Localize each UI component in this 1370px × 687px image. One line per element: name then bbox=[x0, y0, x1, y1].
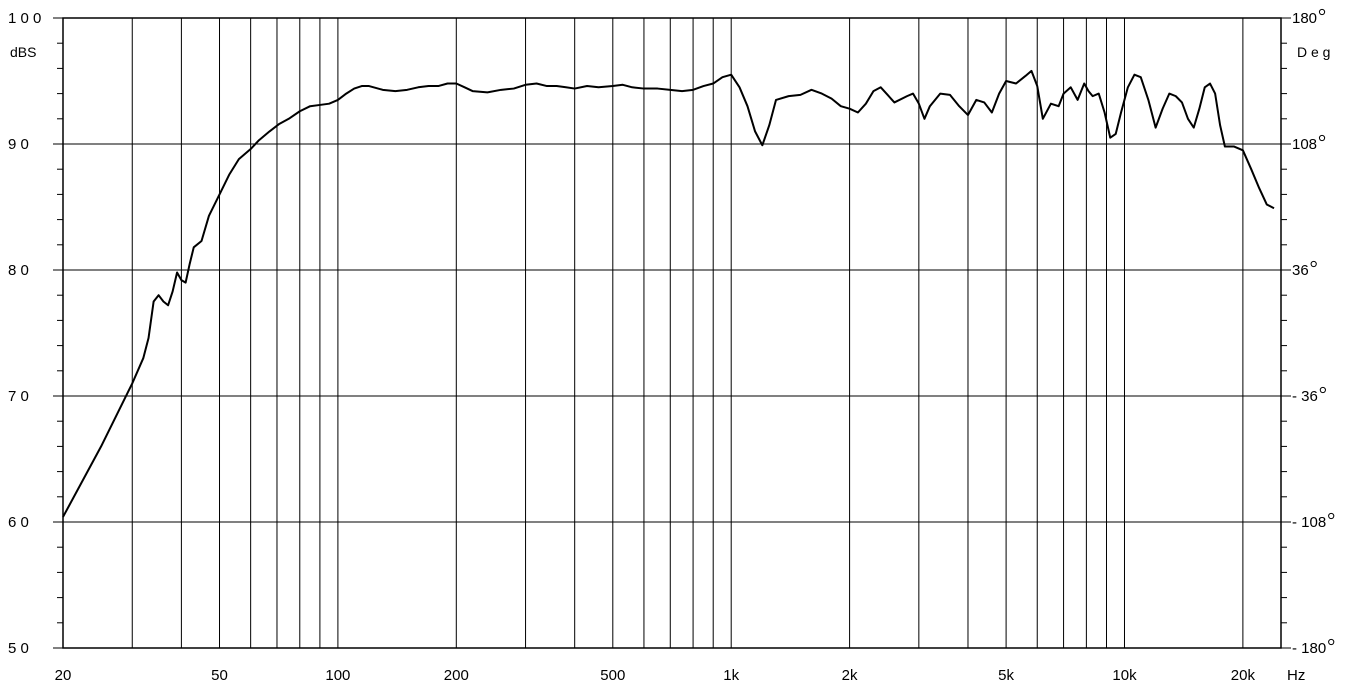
x-tick-label: 1k bbox=[723, 667, 739, 684]
x-tick-label: 20k bbox=[1231, 667, 1256, 684]
y-tick-label-right: - 108 bbox=[1292, 514, 1326, 531]
x-tick-label: 10k bbox=[1112, 667, 1137, 684]
y-tick-label-right: 180 bbox=[1292, 10, 1317, 27]
degree-mark bbox=[1328, 638, 1335, 646]
degree-mark bbox=[1318, 134, 1326, 142]
spl-curve bbox=[62, 69, 1275, 518]
y-tick-label-right: - 180 bbox=[1292, 640, 1326, 657]
y-tick-label-left: 7 0 bbox=[8, 388, 29, 405]
y-axis-label-right: D e g bbox=[1297, 44, 1330, 60]
x-axis-unit: Hz bbox=[1287, 667, 1305, 684]
x-tick-label: 200 bbox=[444, 667, 469, 684]
degree-mark bbox=[1328, 512, 1335, 520]
x-tick-label: 50 bbox=[211, 667, 228, 684]
y-tick-label-right: 108 bbox=[1292, 136, 1317, 153]
x-tick-label: 20 bbox=[55, 667, 72, 684]
y-tick-label-right: 36 bbox=[1292, 262, 1309, 279]
y-tick-label-left: 9 0 bbox=[8, 136, 29, 153]
plot-frame bbox=[62, 17, 1282, 649]
y-axis-label-left: dBS bbox=[10, 44, 36, 60]
degree-mark bbox=[1319, 386, 1326, 394]
y-tick-label-left: 6 0 bbox=[8, 514, 29, 531]
degree-mark bbox=[1318, 8, 1326, 16]
degree-mark bbox=[1310, 260, 1317, 268]
y-tick-label-left: 1 0 0 bbox=[8, 10, 41, 27]
x-tick-label: 2k bbox=[842, 667, 858, 684]
x-tick-label: 500 bbox=[600, 667, 625, 684]
y-tick-label-left: 8 0 bbox=[8, 262, 29, 279]
x-tick-label: 5k bbox=[998, 667, 1014, 684]
y-tick-label-left: 5 0 bbox=[8, 640, 29, 657]
x-tick-label: 100 bbox=[325, 667, 350, 684]
y-tick-label-right: - 36 bbox=[1292, 388, 1318, 405]
